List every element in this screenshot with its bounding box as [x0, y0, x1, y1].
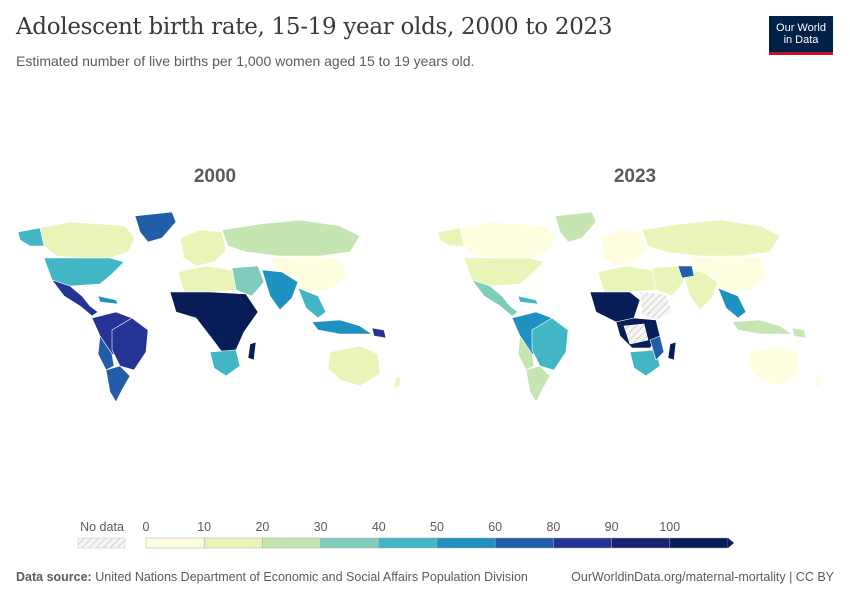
legend-tick-label: 10 [197, 520, 211, 534]
legend-bin[interactable] [494, 537, 554, 549]
region-southeast-asia[interactable] [297, 287, 327, 319]
map-2023[interactable]: 2023 [437, 166, 821, 403]
region-west-africa[interactable] [589, 291, 641, 323]
region-sub-saharan-africa[interactable] [169, 291, 259, 353]
legend-no-data-swatch [77, 537, 126, 549]
region-southern-cone[interactable] [105, 365, 131, 403]
region-europe[interactable] [179, 229, 227, 267]
legend-tick-label: 40 [372, 520, 386, 534]
region-greenland[interactable] [134, 211, 177, 243]
region-greenland[interactable] [554, 211, 597, 243]
legend-bin[interactable] [262, 537, 321, 549]
region-new-zealand[interactable] [813, 375, 821, 389]
source-url[interactable]: OurWorldinData.org/maternal-mortality | … [571, 570, 834, 584]
region-png[interactable] [371, 327, 387, 339]
legend-bin[interactable] [145, 537, 205, 549]
legend-bin[interactable] [611, 537, 671, 549]
legend-bin[interactable] [669, 537, 729, 549]
legend-no-data-label: No data [80, 520, 124, 534]
region-mozambique[interactable] [649, 335, 665, 361]
legend: No data 0 10 20 30 40 50 60 80 90 100 [77, 520, 734, 549]
region-peru[interactable] [97, 335, 115, 371]
region-brazil[interactable] [531, 317, 569, 371]
legend-tick-label: 90 [605, 520, 619, 534]
data-source-label: Data source: [16, 570, 92, 584]
region-south-asia[interactable] [681, 269, 719, 311]
region-canada[interactable] [459, 221, 556, 259]
legend-bin[interactable] [553, 537, 612, 549]
legend-tick-label: 20 [255, 520, 269, 534]
region-middle-east[interactable] [231, 265, 265, 297]
region-alaska[interactable] [17, 227, 45, 247]
region-south-asia[interactable] [261, 269, 299, 311]
chart-title: Adolescent birth rate, 15-19 year olds, … [16, 14, 613, 40]
legend-arrow-tip [728, 538, 734, 548]
region-indonesia[interactable] [311, 319, 373, 335]
region-sudan-ethiopia[interactable] [639, 291, 673, 321]
region-png[interactable] [791, 327, 807, 339]
legend-tick-label: 50 [430, 520, 444, 534]
region-afghanistan[interactable] [677, 265, 695, 279]
legend-tick-label: 30 [314, 520, 328, 534]
region-mexico[interactable] [51, 279, 99, 317]
region-canada[interactable] [39, 221, 136, 259]
legend-tick-label: 0 [143, 520, 150, 534]
region-southern-cone[interactable] [525, 365, 551, 403]
region-indonesia[interactable] [731, 319, 793, 335]
region-australia[interactable] [327, 345, 381, 387]
owid-logo[interactable]: Our World in Data [769, 16, 833, 55]
region-north-africa[interactable] [597, 265, 657, 293]
region-southeast-asia[interactable] [717, 287, 747, 319]
region-new-zealand[interactable] [393, 375, 401, 389]
logo-line-1: Our World [776, 22, 826, 34]
region-australia[interactable] [747, 345, 801, 387]
region-madagascar[interactable] [667, 341, 677, 361]
region-peru[interactable] [517, 335, 535, 371]
region-madagascar[interactable] [247, 341, 257, 361]
region-north-africa[interactable] [177, 265, 237, 293]
region-southern-africa[interactable] [629, 349, 661, 377]
legend-tick-label: 60 [488, 520, 502, 534]
data-source-text: United Nations Department of Economic an… [95, 570, 528, 584]
logo-line-2: in Data [783, 34, 819, 46]
legend-tick-label: 80 [546, 520, 560, 534]
legend-bin[interactable] [436, 537, 496, 549]
region-russia[interactable] [641, 219, 781, 257]
map-year-label: 2000 [194, 166, 236, 187]
legend-tick-label: 100 [659, 520, 680, 534]
region-caribbean[interactable] [517, 295, 539, 305]
legend-bin[interactable] [378, 537, 438, 549]
region-russia[interactable] [221, 219, 361, 257]
region-southern-africa[interactable] [209, 349, 241, 377]
region-brazil[interactable] [111, 317, 149, 371]
map-year-label: 2023 [614, 166, 656, 187]
legend-bin[interactable] [320, 537, 380, 549]
region-caribbean[interactable] [97, 295, 119, 305]
data-source: Data source: United Nations Department o… [16, 570, 528, 584]
legend-bin[interactable] [203, 537, 263, 549]
region-europe[interactable] [599, 229, 647, 267]
region-east-africa[interactable] [623, 323, 649, 345]
region-alaska[interactable] [437, 227, 465, 247]
map-2000[interactable]: 2000 [17, 166, 401, 403]
chart-subtitle: Estimated number of live births per 1,00… [16, 53, 475, 69]
region-mexico[interactable] [471, 279, 519, 317]
